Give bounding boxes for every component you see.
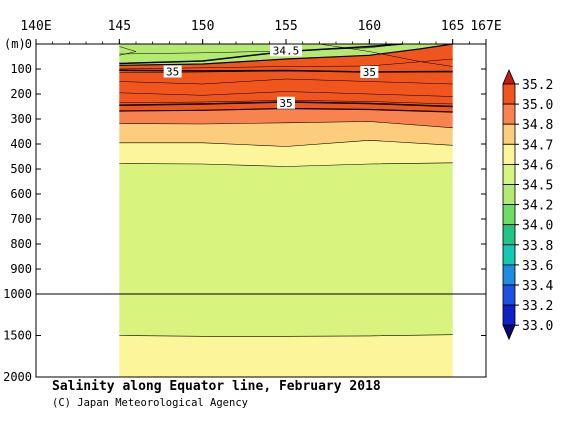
- contour-line-5: [119, 162, 453, 167]
- y-tick-label-7: 700: [10, 212, 32, 226]
- chart-credit: (C) Japan Meteorological Agency: [52, 397, 248, 409]
- x-tick-label-0: 140E: [20, 19, 51, 34]
- colorbar-label-9: 33.6: [522, 259, 553, 274]
- colorbar-label-5: 34.5: [522, 179, 553, 194]
- colorbar-swatch-2: [502, 123, 516, 145]
- x-tick-label-2: 150: [191, 19, 214, 34]
- contour-line-1: [119, 43, 453, 66]
- contour-core-line-2: [119, 78, 453, 85]
- colorbar-label-10: 33.4: [522, 279, 553, 294]
- contour-label-0: 34.5: [273, 44, 300, 57]
- x-tick-label-6: 167E: [470, 19, 501, 34]
- colorbar-swatch-9: [502, 264, 516, 286]
- salinity-bands: [119, 44, 453, 377]
- colorbar-swatch-5: [502, 184, 516, 206]
- contour-label-2: 35: [363, 66, 376, 79]
- salinity-band-1: [119, 44, 453, 112]
- y-tick-label-9: 900: [10, 262, 32, 276]
- colorbar-swatch-1: [502, 103, 516, 125]
- x-tick-label-4: 160: [358, 19, 381, 34]
- y-tick-label-3: 300: [10, 112, 32, 126]
- contour-line-6: [119, 334, 453, 337]
- y-tick-label-2: 200: [10, 87, 32, 101]
- salinity-band-6: [119, 334, 453, 377]
- contour-label-bg-3: [277, 96, 295, 109]
- colorbar-label-6: 34.2: [522, 199, 553, 214]
- colorbar-swatch-4: [502, 163, 516, 185]
- chart-title: Salinity along Equator line, February 20…: [52, 379, 381, 394]
- colorbar-swatch-7: [502, 224, 516, 246]
- contour-label-1: 35: [166, 66, 179, 79]
- contour-line-3: [119, 121, 453, 129]
- plot-frame: [35, 43, 487, 378]
- y-tick-label-5: 500: [10, 162, 32, 176]
- contour-labels: 34.5 35 35 35: [163, 44, 379, 110]
- salinity-band-5: [119, 162, 453, 337]
- colorbar-swatch-3: [502, 143, 516, 165]
- colorbar-label-1: 35.0: [522, 98, 553, 113]
- colorbar-label-11: 33.2: [522, 299, 553, 314]
- axes: 140E 145 150 155 160 165 167E 0 100 200 300 400 500 6…: [3, 19, 502, 384]
- colorbar-label-7: 34.0: [522, 219, 553, 234]
- x-tick-label-1: 145: [108, 19, 131, 34]
- contour-core-line-3: [119, 91, 453, 97]
- colorbar: 35.2 35.0 34.8 34.7 34.6 34.5 34.2 34.0 33.8 33.6…: [502, 68, 553, 341]
- contour-core-line-7: [119, 46, 137, 56]
- colorbar-label-4: 34.6: [522, 158, 553, 173]
- y-tick-label-8: 800: [10, 237, 32, 251]
- colorbar-label-0: 35.2: [522, 78, 553, 93]
- colorbar-bottom-arrow: [502, 324, 516, 341]
- y-tick-label-11: 1500: [3, 329, 32, 343]
- colorbar-swatch-0: [502, 83, 516, 105]
- colorbar-swatch-11: [502, 304, 516, 326]
- colorbar-swatch-8: [502, 244, 516, 266]
- contour-line-4: [119, 139, 453, 147]
- x-tick-label-3: 155: [274, 19, 297, 34]
- y-tick-label-4: 400: [10, 137, 32, 151]
- y-tick-label-1: 100: [10, 62, 32, 76]
- contour-label-bg-0: [270, 44, 302, 57]
- y-tick-label-12: 2000: [3, 370, 32, 384]
- colorbar-label-2: 34.8: [522, 118, 553, 133]
- y-tick-label-0: 0: [25, 37, 32, 51]
- colorbar-label-3: 34.7: [522, 138, 553, 153]
- contour-label-bg-1: [163, 65, 182, 78]
- colorbar-swatch-10: [502, 284, 516, 306]
- y-unit-label: (m): [4, 37, 26, 51]
- contour-label-bg-2: [360, 66, 379, 78]
- colorbar-label-8: 33.8: [522, 239, 553, 254]
- x-tick-label-5: 165: [441, 19, 464, 34]
- salinity-band-4: [119, 140, 453, 167]
- colorbar-swatch-6: [502, 204, 516, 226]
- salinity-band-2: [119, 108, 453, 128]
- colorbar-label-12: 33.0: [522, 319, 553, 334]
- y-tick-label-6: 600: [10, 187, 32, 201]
- y-tick-label-10: 1000: [3, 287, 32, 301]
- colorbar-top-arrow: [502, 68, 516, 85]
- contour-label-3: 35: [279, 97, 292, 110]
